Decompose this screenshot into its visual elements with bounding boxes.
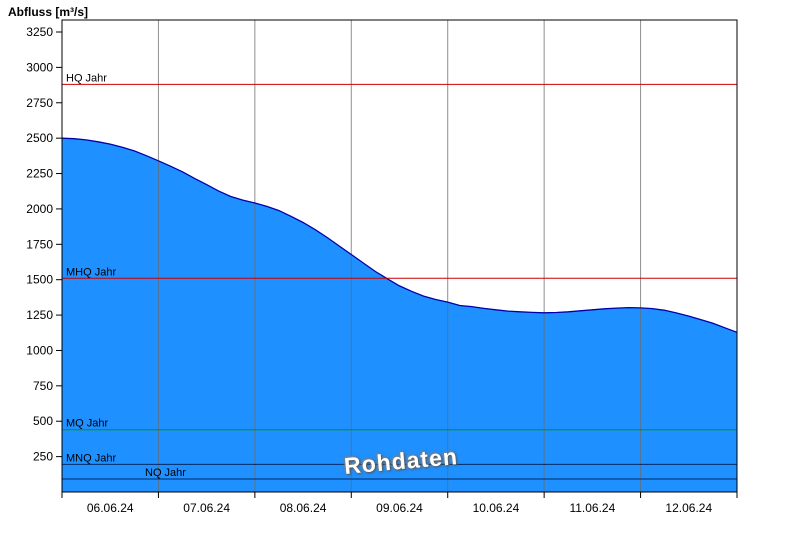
y-tick-label: 3250 bbox=[26, 25, 53, 39]
x-date-label: 11.06.24 bbox=[569, 501, 615, 515]
x-date-label: 06.06.24 bbox=[87, 501, 134, 515]
y-tick-label: 2250 bbox=[26, 167, 53, 181]
ref-line-label: HQ Jahr bbox=[66, 72, 107, 84]
x-date-label: 10.06.24 bbox=[473, 501, 520, 515]
y-tick-label: 1250 bbox=[26, 308, 53, 322]
y-tick-label: 2750 bbox=[26, 96, 53, 110]
x-date-label: 09.06.24 bbox=[376, 501, 423, 515]
ref-line-label: NQ Jahr bbox=[145, 467, 186, 479]
y-tick-label: 250 bbox=[33, 450, 53, 464]
y-tick-label: 3000 bbox=[26, 60, 53, 74]
discharge-area bbox=[62, 138, 737, 492]
y-tick-label: 1750 bbox=[26, 237, 53, 251]
discharge-curve bbox=[61, 137, 738, 333]
ref-line-label: MHQ Jahr bbox=[66, 266, 116, 278]
y-tick-label: 750 bbox=[33, 379, 53, 393]
ref-line-label: MQ Jahr bbox=[66, 418, 109, 430]
y-tick-label: 2000 bbox=[26, 202, 53, 216]
y-tick-label: 500 bbox=[33, 414, 53, 428]
y-tick-label: 1500 bbox=[26, 273, 53, 287]
chart-title: Abfluss [m³/s] bbox=[8, 5, 89, 19]
x-date-label: 07.06.24 bbox=[183, 501, 230, 515]
y-tick-label: 1000 bbox=[26, 343, 53, 357]
y-tick-label: 2500 bbox=[26, 131, 53, 145]
x-date-label: 08.06.24 bbox=[280, 501, 327, 515]
ref-line-label: MNQ Jahr bbox=[66, 452, 116, 464]
x-date-label: 12.06.24 bbox=[665, 501, 712, 515]
plot-border bbox=[61, 19, 738, 493]
